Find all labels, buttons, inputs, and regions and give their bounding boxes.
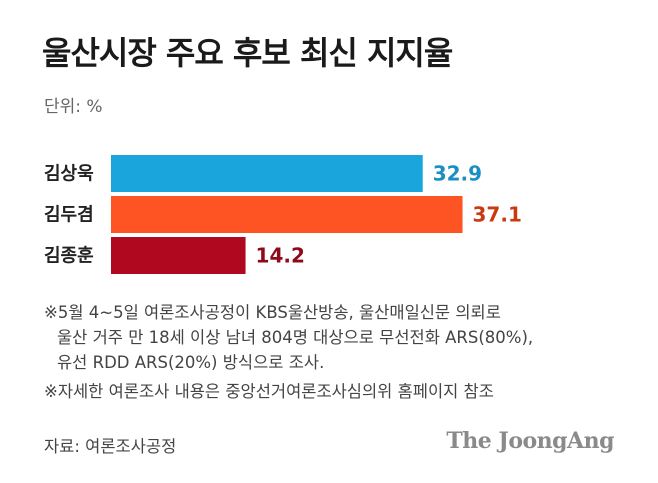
note-line-1: ※5월 4~5일 여론조사공정이 KBS울산방송, 울산매일신문 의뢰로 [44,303,501,322]
note-line-4: ※자세한 여론조사 내용은 중앙선거여론조사심의위 홈페이지 참조 [44,382,494,401]
note-line-3: 유선 RDD ARS(20%) 방식으로 조사. [57,353,325,372]
data-label: 32.9 [433,162,482,186]
joongang-logo: The JoongAng [446,428,614,454]
category-label: 김상욱 [44,164,94,185]
data-label: 37.1 [473,203,522,227]
category-label: 김종훈 [44,245,94,267]
note-line-2: 울산 거주 만 18세 이상 남녀 804명 대상으로 무선전화 ARS(80%… [57,328,534,347]
bar [111,155,423,192]
bar [111,196,463,233]
unit-label: 단위: % [44,97,103,117]
data-label: 14.2 [256,244,305,268]
bar-chart: 김상욱 32.9 김두겸 37.1 김종훈 14.2 [44,155,522,274]
category-label: 김두겸 [44,205,94,226]
bar [111,237,246,274]
chart-title: 울산시장 주요 후보 최신 지지율 [42,34,453,72]
source-label: 자료: 여론조사공정 [44,437,177,456]
survey-notes: ※5월 4~5일 여론조사공정이 KBS울산방송, 울산매일신문 의뢰로 울산 … [44,300,533,404]
